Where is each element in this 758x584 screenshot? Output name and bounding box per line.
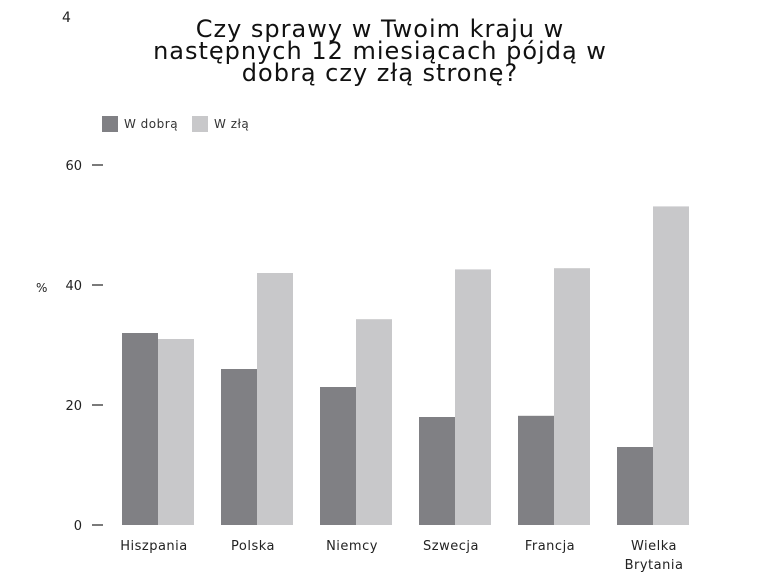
page-number: 4: [62, 10, 71, 26]
y-tick-label: 40: [65, 279, 82, 294]
bar-bad: [356, 319, 392, 525]
y-tick-label: 20: [65, 399, 82, 414]
y-tick-label: 0: [74, 519, 82, 534]
x-category-label: Szwecja: [423, 539, 479, 554]
bar-bad: [653, 206, 689, 525]
chart-title-line: następnych 12 miesiącach pójdą w: [153, 37, 607, 65]
category-labels: Hiszpania Polska Niemcy Szwecja Francja Wielk…: [120, 539, 683, 573]
bar-bad: [455, 269, 491, 525]
y-axis-unit-label: %: [36, 281, 47, 295]
bar-good: [419, 417, 455, 525]
legend-label-good: W dobrą: [124, 117, 179, 131]
bar-good: [122, 333, 158, 525]
x-category-label: Hiszpania: [120, 539, 188, 554]
bar-good: [221, 369, 257, 525]
legend-item-bad: W złą: [192, 116, 249, 132]
y-axis: 0 20 40 60: [65, 159, 103, 534]
legend-swatch-bad: [192, 116, 209, 132]
x-category-label: Francja: [525, 539, 575, 554]
x-category-label: Niemcy: [326, 539, 378, 554]
x-category-label: Wielka: [631, 539, 677, 554]
chart-title-line: Czy sprawy w Twoim kraju w: [195, 15, 565, 43]
bar-good: [320, 387, 356, 525]
y-tick-label: 60: [65, 159, 82, 174]
bar-bad: [554, 268, 590, 525]
legend-swatch-good: [102, 116, 118, 132]
bar-bad: [257, 273, 293, 525]
legend-label-bad: W złą: [214, 117, 250, 131]
x-category-label: Polska: [231, 539, 275, 554]
chart-title-line: dobrą czy złą stronę?: [241, 59, 519, 87]
legend-item-good: W dobrą: [102, 116, 178, 132]
chart-legend: W dobrą W złą: [102, 116, 263, 132]
bar-bad: [158, 339, 194, 525]
bars-group: [122, 206, 689, 525]
x-category-label: Brytania: [625, 558, 684, 573]
bar-good: [617, 447, 653, 525]
chart-title: Czy sprawy w Twoim kraju w następnych 12…: [100, 15, 660, 87]
bar-good: [518, 415, 554, 525]
